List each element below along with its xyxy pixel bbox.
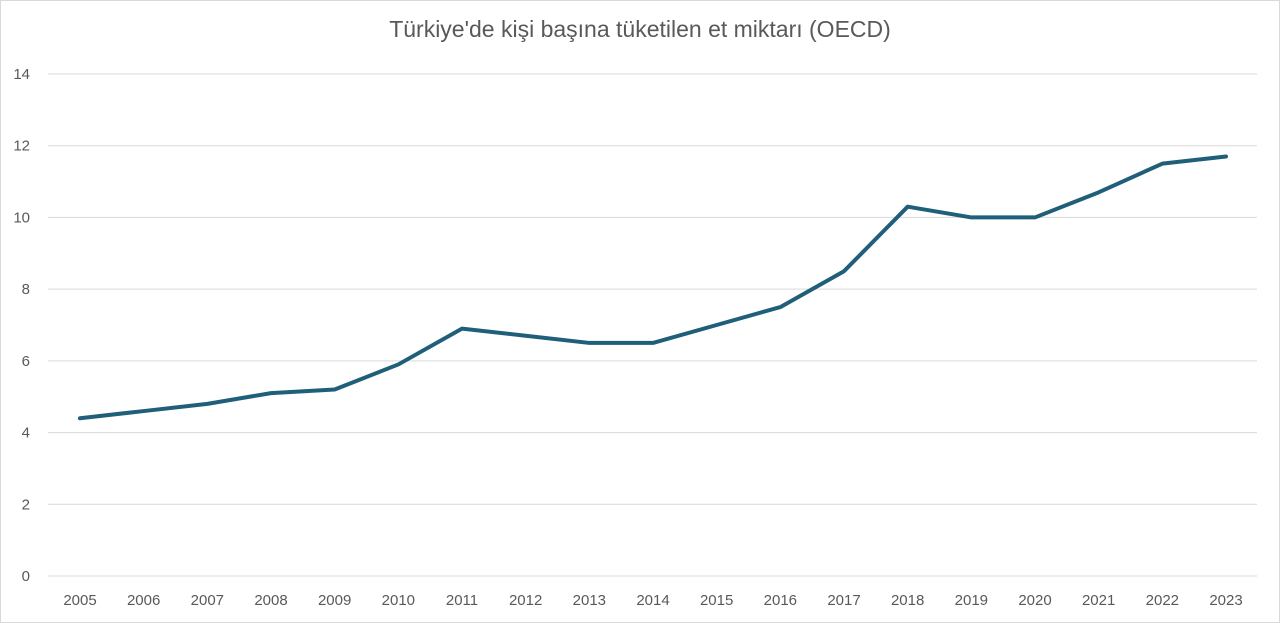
- x-tick-label: 2023: [1209, 592, 1242, 609]
- x-tick-label: 2019: [955, 592, 988, 609]
- x-tick-label: 2012: [509, 592, 542, 609]
- gridlines: [48, 73, 1257, 577]
- x-tick-label: 2016: [764, 592, 797, 609]
- x-tick-label: 2013: [573, 592, 606, 609]
- x-tick-label: 2008: [254, 592, 287, 609]
- y-tick-label: 0: [22, 568, 30, 585]
- x-tick-label: 2010: [382, 592, 415, 609]
- x-tick-label: 2009: [318, 592, 351, 609]
- y-tick-label: 12: [13, 138, 30, 155]
- y-tick-label: 4: [22, 425, 30, 442]
- x-tick-label: 2020: [1018, 592, 1051, 609]
- y-tick-label: 10: [13, 209, 30, 226]
- x-tick-label: 2005: [63, 592, 96, 609]
- x-axis-tick-labels: 2005 2006 2007 2008 2009 2010 2011 2012 2013 2014…: [63, 592, 1242, 609]
- x-tick-label: 2015: [700, 592, 733, 609]
- y-tick-label: 8: [22, 281, 30, 298]
- x-tick-label: 2014: [636, 592, 669, 609]
- x-tick-label: 2007: [191, 592, 224, 609]
- series-lines: [78, 154, 1228, 421]
- x-tick-label: 2017: [827, 592, 860, 609]
- x-tick-label: 2021: [1082, 592, 1115, 609]
- x-tick-label: 2018: [891, 592, 924, 609]
- y-axis-tick-labels: 0 2 4 6 8 10 12 14: [13, 66, 30, 585]
- chart-title: Türkiye'de kişi başına tüketilen et mikt…: [389, 16, 891, 42]
- y-tick-label: 14: [13, 66, 30, 83]
- series-line-0: [78, 154, 1228, 421]
- y-tick-label: 6: [22, 353, 30, 370]
- y-tick-label: 2: [22, 496, 30, 513]
- x-tick-label: 2011: [446, 592, 478, 609]
- x-tick-label: 2022: [1146, 592, 1179, 609]
- x-tick-label: 2006: [127, 592, 160, 609]
